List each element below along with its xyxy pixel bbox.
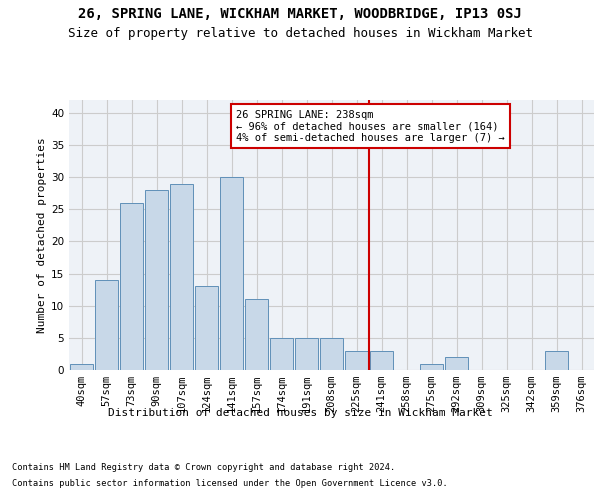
- Bar: [545, 350, 568, 370]
- Bar: [220, 177, 244, 370]
- Text: 26 SPRING LANE: 238sqm
← 96% of detached houses are smaller (164)
4% of semi-det: 26 SPRING LANE: 238sqm ← 96% of detached…: [236, 110, 505, 143]
- Text: Contains public sector information licensed under the Open Government Licence v3: Contains public sector information licen…: [12, 478, 448, 488]
- Y-axis label: Number of detached properties: Number of detached properties: [37, 137, 47, 333]
- Bar: [95, 280, 118, 370]
- Bar: [119, 203, 143, 370]
- Bar: [245, 300, 268, 370]
- Bar: [320, 338, 343, 370]
- Bar: [295, 338, 319, 370]
- Bar: [70, 364, 94, 370]
- Bar: [419, 364, 443, 370]
- Bar: [170, 184, 193, 370]
- Text: 26, SPRING LANE, WICKHAM MARKET, WOODBRIDGE, IP13 0SJ: 26, SPRING LANE, WICKHAM MARKET, WOODBRI…: [78, 8, 522, 22]
- Bar: [370, 350, 394, 370]
- Text: Size of property relative to detached houses in Wickham Market: Size of property relative to detached ho…: [67, 28, 533, 40]
- Bar: [445, 357, 469, 370]
- Bar: [145, 190, 169, 370]
- Bar: [269, 338, 293, 370]
- Bar: [344, 350, 368, 370]
- Text: Distribution of detached houses by size in Wickham Market: Distribution of detached houses by size …: [107, 408, 493, 418]
- Text: Contains HM Land Registry data © Crown copyright and database right 2024.: Contains HM Land Registry data © Crown c…: [12, 462, 395, 471]
- Bar: [194, 286, 218, 370]
